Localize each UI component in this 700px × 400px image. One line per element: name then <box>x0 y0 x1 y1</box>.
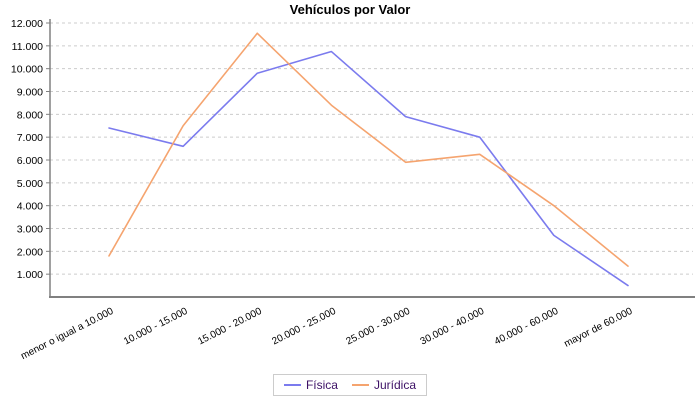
x-category-label: 15.000 - 20.000 <box>196 306 264 348</box>
fisica-line-swatch <box>283 384 301 386</box>
series-line-fisica <box>108 50 629 287</box>
y-tick-label: 11.000 <box>12 41 43 53</box>
chart-title: Vehículos por Valor <box>289 2 411 17</box>
y-tick-label: 7.000 <box>17 132 43 144</box>
x-category-label: 25.000 - 30.000 <box>345 306 413 348</box>
x-category-label: 20.000 - 25.000 <box>270 306 338 348</box>
y-tick-label: 12.000 <box>11 18 43 30</box>
y-tick-label: 6.000 <box>17 155 43 167</box>
y-tick-label: 8.000 <box>17 109 43 121</box>
y-tick-label: 5.000 <box>17 178 43 190</box>
series-line-juridica <box>108 32 629 267</box>
legend-label-juridica: Jurídica <box>373 378 417 392</box>
y-tick-label: 3.000 <box>17 224 43 236</box>
legend-label-fisica: Física <box>305 378 338 392</box>
x-category-label: 10.000 - 15.000 <box>122 306 190 348</box>
legend-item-juridica: Jurídica <box>351 378 417 392</box>
juridica-line-swatch <box>351 384 369 386</box>
x-category-label: 30.000 - 40.000 <box>419 306 487 348</box>
legend-wrap: Física Jurídica <box>0 373 700 396</box>
y-tick-label: 2.000 <box>17 246 43 258</box>
y-tick-label: 1.000 <box>17 269 43 281</box>
y-tick-label: 9.000 <box>17 87 43 99</box>
legend-item-fisica: Física <box>283 378 338 392</box>
y-tick-label: 4.000 <box>17 201 43 213</box>
y-tick-label: 10.000 <box>11 64 43 76</box>
x-category-label: 40.000 - 60.000 <box>493 306 561 348</box>
x-category-label: menor o igual a 10.000 <box>19 306 116 362</box>
x-category-label: mayor de 60.000 <box>562 306 634 350</box>
legend: Física Jurídica <box>272 374 428 396</box>
